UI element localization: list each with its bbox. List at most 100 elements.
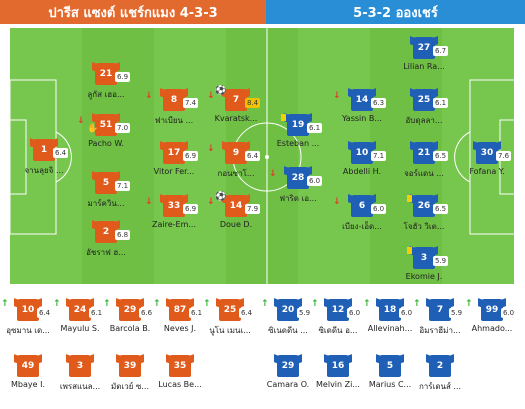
away-player[interactable]: 25 6.1 อับดุลลา... xyxy=(389,89,459,127)
player-rating: 6.9 xyxy=(183,151,199,161)
player-rating: 6.9 xyxy=(183,204,199,214)
away-player[interactable]: 5 Marius C... xyxy=(355,355,425,389)
player-rating: 6.1 xyxy=(89,308,105,318)
player-rating: 7.9 xyxy=(245,204,261,214)
player-name: Ahmado... xyxy=(471,324,513,333)
home-formation-label: ปารีส แซงต์ แชร์กแมง 4-3-3 xyxy=(48,5,218,21)
away-player[interactable]: 10 7.1 Abdelli H. xyxy=(327,142,397,176)
player-rating: 6.7 xyxy=(433,46,449,56)
jersey-number: 14 xyxy=(351,89,373,111)
player-rating: 6.1 xyxy=(189,308,205,318)
player-rating: 6.1 xyxy=(307,123,323,133)
away-player[interactable]: 20 5.9 ↑ ซิเนดดีน ... xyxy=(253,299,323,337)
player-name: Esteban ... xyxy=(276,139,320,148)
sub-in-icon: ↑ xyxy=(53,299,61,309)
jersey-number: 14 xyxy=(225,195,247,217)
away-player[interactable]: 12 6.0 ↑ ซิเดดีน อ... xyxy=(303,299,373,337)
player-rating: 6.1 xyxy=(433,98,449,108)
home-player[interactable]: 35 Lucas Be... xyxy=(145,355,215,389)
player-rating: 7.6 xyxy=(496,151,512,161)
home-player[interactable]: 29 6.6 ↑ Barcola B. xyxy=(95,299,165,333)
player-rating: 6.4 xyxy=(239,308,255,318)
home-player[interactable]: 7 8.4 ↓ ⚽ Kvaratsk... xyxy=(201,86,271,123)
away-player[interactable]: 99 6.0 ↑ Ahmado... xyxy=(457,299,525,333)
player-rating: 7.1 xyxy=(371,151,387,161)
jersey-number: 5 xyxy=(379,355,401,377)
jersey-number: 9 xyxy=(225,142,247,164)
away-player[interactable]: 16 Melvin Zi... xyxy=(303,355,373,389)
away-player[interactable]: 3 5.9 Ekomie J. xyxy=(389,247,459,281)
home-player[interactable]: 14 7.9 ↓ ⚽ Doue D. xyxy=(201,192,271,229)
goal-icon: ⚽ xyxy=(215,86,227,96)
away-player[interactable]: 29 Camara O. xyxy=(253,355,323,389)
jersey-number: 10 xyxy=(351,142,373,164)
away-player[interactable]: 19 6.1 Esteban ... xyxy=(263,114,333,148)
player-name: ฟาริด เอ... xyxy=(279,194,317,203)
player-name: Lilian Ra... xyxy=(403,62,445,71)
away-player[interactable]: 26 6.5 โจฮัว วิเต... xyxy=(389,195,459,233)
sub-out-icon: ↓ xyxy=(145,197,153,207)
sub-out-icon: ↓ xyxy=(207,144,215,154)
jersey-number: 51 xyxy=(95,114,117,136)
home-player[interactable]: 17 6.9 Vitor Fer... xyxy=(139,142,209,176)
away-player[interactable]: 27 6.7 Lilian Ra... xyxy=(389,37,459,71)
home-player[interactable]: 51 7.0 ↓ ✋ Pacho W. xyxy=(71,114,141,148)
away-player[interactable]: 14 6.3 ↓ Yassin B... xyxy=(327,89,397,123)
player-name: Neves J. xyxy=(163,324,197,333)
goal-icon: ⚽ xyxy=(215,192,227,202)
player-name: Barcola B. xyxy=(109,324,151,333)
home-player[interactable]: 3 เพรสแนล... xyxy=(45,355,115,393)
player-rating: 7.1 xyxy=(115,181,131,191)
jersey-number: 7 xyxy=(429,299,451,321)
away-player[interactable]: 28 6.0 ↓ ฟาริด เอ... xyxy=(263,167,333,205)
jersey-number: 35 xyxy=(169,355,191,377)
player-name: จอร์แดน ... xyxy=(404,169,444,178)
jersey-number: 28 xyxy=(287,167,309,189)
sub-out-icon: ↓ xyxy=(77,116,85,126)
jersey-number: 10 xyxy=(17,299,39,321)
jersey-number: 12 xyxy=(327,299,349,321)
player-rating: 6.4 xyxy=(37,308,53,318)
player-rating: 6.0 xyxy=(399,308,415,318)
player-name: การ์เดนส์ ... xyxy=(418,382,462,391)
home-player[interactable]: 1 6.4 จานลุยจิ ... xyxy=(10,139,79,177)
home-player[interactable]: 10 6.4 ↑ อุซมาน เด... xyxy=(0,299,63,337)
player-name: Kvaratsk... xyxy=(214,114,258,123)
home-player[interactable]: 24 6.1 ↑ Mayulu S. xyxy=(45,299,115,333)
jersey-number: 1 xyxy=(33,139,55,161)
away-player[interactable]: 7 5.9 ↑ อิมราฮีม่า... xyxy=(405,299,475,337)
jersey-number: 24 xyxy=(69,299,91,321)
jersey-number: 49 xyxy=(17,355,39,377)
yellow-card-icon xyxy=(407,247,412,254)
home-player[interactable]: 5 7.1 มาร์ควิน... xyxy=(71,172,141,210)
home-player[interactable]: 21 6.9 ลูกัส เฮอ... xyxy=(71,63,141,101)
away-player[interactable]: 2 การ์เดนส์ ... xyxy=(405,355,475,393)
home-player[interactable]: 39 มัตเวย์ ซ... xyxy=(95,355,165,393)
jersey-number: 25 xyxy=(219,299,241,321)
pitch: 1 6.4 จานลุยจิ ... 21 6.9 ลูกัส เฮอ... 51 7.0 ↓ ✋… xyxy=(9,27,515,285)
away-player[interactable]: 6 6.0 ↓ เบียง-เอ็ด... xyxy=(327,195,397,233)
player-rating: 6.8 xyxy=(115,230,131,240)
player-name: Mayulu S. xyxy=(60,324,100,333)
home-player[interactable]: 49 Mbaye I. xyxy=(0,355,63,389)
home-player[interactable]: 2 6.8 อัชราฟ ฮ... xyxy=(71,221,141,259)
home-player[interactable]: 9 6.4 ↓ กอนซาโ... xyxy=(201,142,271,180)
jersey-number: 20 xyxy=(277,299,299,321)
away-formation-label: 5-3-2 อองเชร์ xyxy=(353,5,438,21)
player-name: ลูกัส เฮอ... xyxy=(87,90,125,99)
player-rating: 6.0 xyxy=(371,204,387,214)
home-player[interactable]: 8 7.4 ↓ ฟาเบียน ... xyxy=(139,89,209,127)
player-name: กอนซาโ... xyxy=(217,169,255,178)
jersey-number: 19 xyxy=(287,114,309,136)
home-player[interactable]: 25 6.4 ↑ นูโน เมนเ... xyxy=(195,299,265,337)
sub-out-icon: ↓ xyxy=(333,197,341,207)
yellow-card-icon xyxy=(281,114,286,121)
home-player[interactable]: 87 6.1 ↑ Neves J. xyxy=(145,299,215,333)
jersey-number: 2 xyxy=(95,221,117,243)
away-player[interactable]: 30 7.6 Fofana Y. xyxy=(452,142,514,176)
player-rating: 6.4 xyxy=(53,148,69,158)
away-player[interactable]: 21 6.5 จอร์แดน ... xyxy=(389,142,459,180)
home-player[interactable]: 33 6.9 ↓ Zaire-Em... xyxy=(139,195,209,229)
player-name: มัตเวย์ ซ... xyxy=(111,382,149,391)
away-player[interactable]: 18 6.0 ↑ Allevinah... xyxy=(355,299,425,333)
